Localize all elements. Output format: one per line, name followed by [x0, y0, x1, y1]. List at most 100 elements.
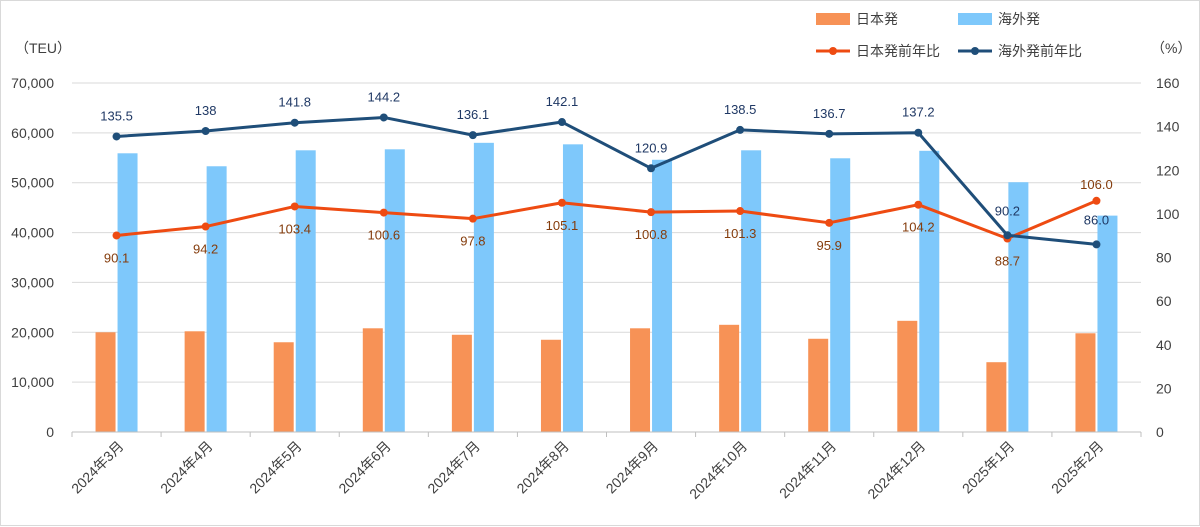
data-label-overseas-yoy: 144.2 — [368, 89, 401, 104]
data-label-japan-yoy: 94.2 — [193, 242, 218, 257]
data-label-overseas-yoy: 137.2 — [902, 105, 935, 120]
left-axis-tick-label: 20,000 — [11, 324, 54, 340]
line-point-overseas-yoy — [647, 164, 656, 173]
x-axis-category-label: 2024年7月 — [424, 438, 483, 497]
bar-overseas — [384, 149, 405, 432]
right-axis-tick-label: 80 — [1156, 250, 1172, 266]
bar-japan — [986, 362, 1007, 432]
right-axis-tick-label: 20 — [1156, 380, 1172, 396]
x-axis-category-label: 2024年9月 — [603, 438, 662, 497]
legend-japan-label: 日本発 — [856, 11, 898, 27]
data-label-japan-yoy: 103.4 — [278, 221, 311, 236]
x-axis-category-label: 2024年12月 — [864, 438, 928, 502]
x-axis-category-label: 2024年5月 — [246, 438, 305, 497]
line-point-japan-yoy — [112, 231, 121, 240]
bar-japan — [719, 324, 740, 432]
bar-series-group — [95, 142, 1118, 433]
bar-overseas — [1097, 215, 1118, 432]
line-point-overseas-yoy — [1092, 240, 1101, 249]
legend-overseas-yoy-label: 海外発前年比 — [998, 43, 1082, 59]
line-overseas-yoy — [116, 115, 1097, 246]
bar-japan — [808, 338, 829, 432]
data-label-overseas-yoy: 141.8 — [278, 95, 311, 110]
line-point-overseas-yoy — [468, 131, 477, 140]
data-label-overseas-yoy: 135.5 — [100, 108, 133, 123]
data-label-japan-yoy: 100.8 — [635, 227, 668, 242]
data-label-overseas-yoy: 136.1 — [457, 107, 490, 122]
x-axis-category-label: 2025年1月 — [959, 438, 1018, 497]
data-label-overseas-yoy: 138.5 — [724, 102, 757, 117]
data-label-japan-yoy: 90.1 — [104, 250, 129, 265]
bar-overseas — [473, 142, 494, 433]
data-label-overseas-yoy: 120.9 — [635, 140, 668, 155]
legend-overseas-yoy-marker — [971, 47, 979, 55]
data-label-japan-yoy: 97.8 — [460, 234, 485, 249]
line-point-japan-yoy — [379, 208, 388, 217]
bar-japan — [95, 332, 116, 432]
left-axis-tick-label: 70,000 — [11, 75, 54, 91]
data-label-japan-yoy: 95.9 — [817, 238, 842, 253]
bar-japan — [1075, 333, 1096, 432]
right-axis-tick-label: 0 — [1156, 424, 1164, 440]
line-point-overseas-yoy — [112, 132, 121, 141]
right-axis-tick-label: 120 — [1156, 162, 1180, 178]
x-axis-category-label: 2024年3月 — [68, 438, 127, 497]
data-label-japan-yoy: 106.0 — [1080, 177, 1113, 192]
left-axis-unit-label: （TEU） — [15, 40, 71, 56]
left-axis-tick-label: 40,000 — [11, 225, 54, 241]
left-axis-tick-label: 10,000 — [11, 374, 54, 390]
line-point-japan-yoy — [736, 207, 745, 216]
data-label-overseas-yoy: 136.7 — [813, 106, 846, 121]
right-axis-tick-label: 160 — [1156, 75, 1180, 91]
right-axis-unit-label: （%） — [1151, 40, 1191, 56]
data-label-overseas-yoy: 142.1 — [546, 94, 579, 109]
bar-overseas — [830, 158, 851, 432]
line-point-overseas-yoy — [825, 129, 834, 138]
line-point-overseas-yoy — [914, 128, 923, 137]
gridlines — [72, 82, 1141, 383]
data-label-japan-yoy: 88.7 — [995, 254, 1020, 269]
right-axis-tick-label: 60 — [1156, 293, 1172, 309]
bar-overseas — [206, 166, 227, 433]
line-point-japan-yoy — [468, 214, 477, 223]
bar-japan — [184, 331, 205, 432]
line-point-japan-yoy — [557, 198, 566, 207]
left-axis-tick-label: 30,000 — [11, 274, 54, 290]
line-point-overseas-yoy — [201, 126, 210, 135]
bar-overseas — [919, 150, 940, 432]
right-axis-tick-label: 140 — [1156, 119, 1180, 135]
legend-japan-yoy-marker — [829, 47, 837, 55]
x-axis-category-label: 2024年4月 — [157, 438, 216, 497]
line-point-japan-yoy — [1092, 196, 1101, 205]
right-axis-tick-label: 100 — [1156, 206, 1180, 222]
bar-japan — [362, 328, 383, 432]
data-label-overseas-yoy: 138 — [195, 103, 217, 118]
line-point-overseas-yoy — [1003, 231, 1012, 240]
data-label-japan-yoy: 101.3 — [724, 226, 757, 241]
bar-overseas — [562, 144, 583, 432]
bar-japan — [273, 342, 294, 432]
bar-overseas — [741, 150, 762, 433]
data-label-japan-yoy: 100.6 — [368, 228, 401, 243]
x-axis-category-label: 2024年6月 — [335, 438, 394, 497]
line-point-overseas-yoy — [736, 125, 745, 134]
legend-overseas-label: 海外発 — [998, 11, 1040, 27]
bar-overseas — [295, 150, 316, 433]
bar-japan — [451, 334, 472, 432]
left-axis-tick-label: 50,000 — [11, 175, 54, 191]
data-label-overseas-yoy: 86.0 — [1084, 212, 1109, 227]
data-label-japan-yoy: 105.1 — [546, 218, 579, 233]
legend-japan-yoy-label: 日本発前年比 — [856, 43, 940, 59]
bar-overseas — [1008, 182, 1029, 432]
x-axis-category-label: 2024年10月 — [686, 438, 750, 502]
bar-japan — [630, 328, 651, 432]
line-point-overseas-yoy — [557, 118, 566, 127]
bar-overseas — [117, 153, 138, 432]
legend-overseas-swatch — [958, 13, 992, 25]
x-axis-category-label: 2024年8月 — [513, 438, 572, 497]
line-point-japan-yoy — [914, 200, 923, 209]
line-japan-yoy — [116, 199, 1098, 241]
